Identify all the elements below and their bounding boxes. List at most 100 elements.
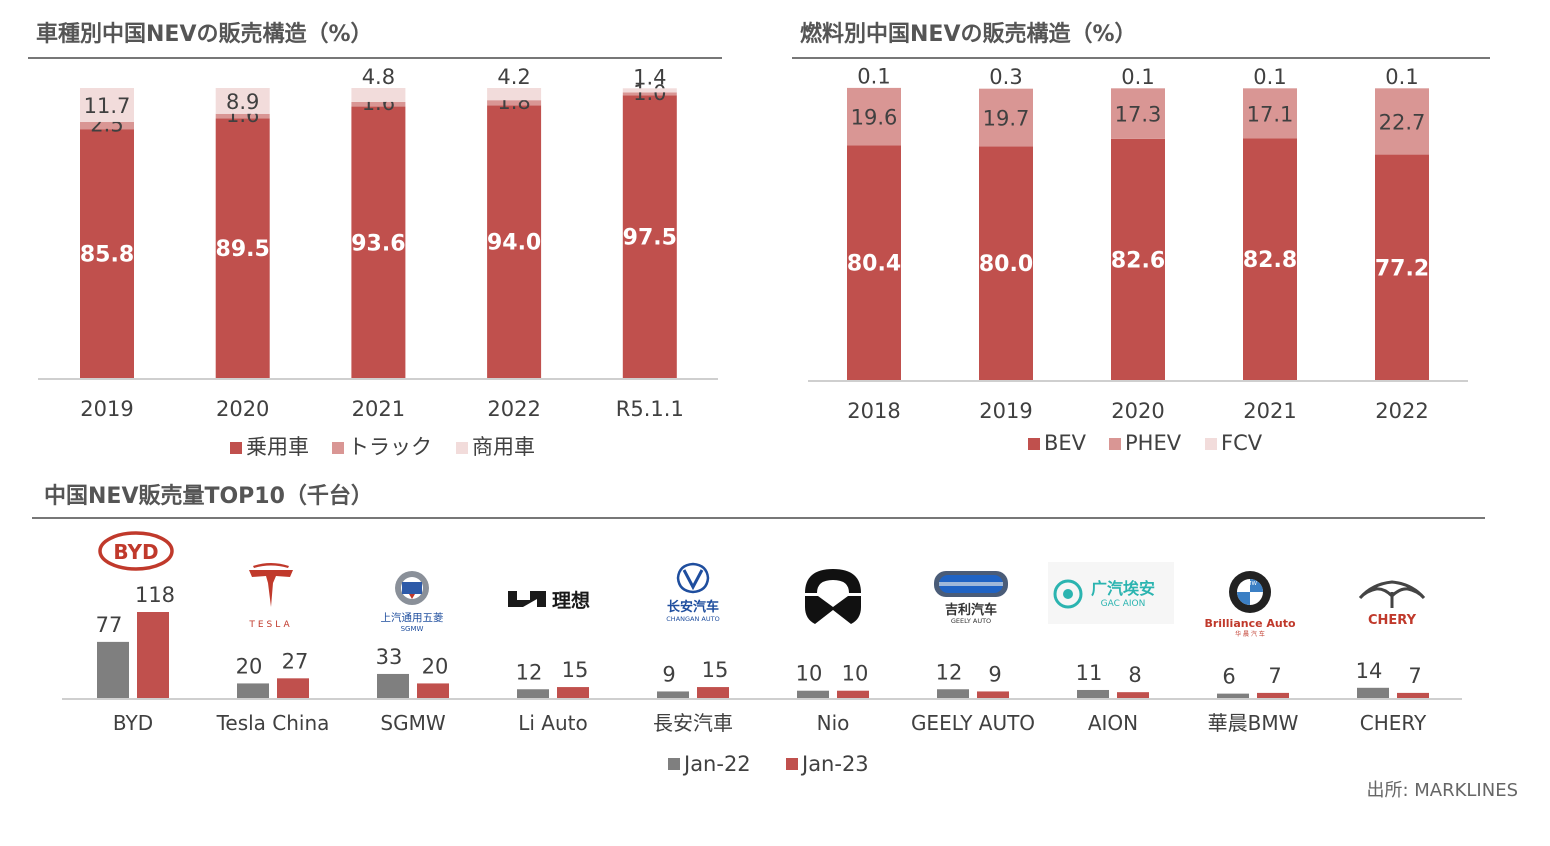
chart2-bar-PHEV-2019 (979, 88, 1033, 147)
chart3-legend-swatch-Jan-22 (668, 758, 680, 770)
chart3-bar-Jan-23-GEELY AUTO (977, 691, 1009, 698)
chart1-xtick-R5.1.1: R5.1.1 (616, 397, 684, 421)
chart1-bar-商用車-R5.1.1 (622, 88, 677, 93)
chart1-label-トラック-R5.1.1: 1.0 (633, 81, 666, 105)
chart3-label-Jan-22-SGMW: 33 (376, 645, 403, 669)
chart3-legend-label-Jan-23: Jan-23 (800, 752, 869, 776)
chart1-label-乗用車-2020: 89.5 (216, 237, 270, 262)
chart3-xtick-Li Auto: Li Auto (518, 711, 588, 735)
chart2-title: 燃料別中国NEVの販売構造（%） (800, 22, 1137, 47)
chart1-label-乗用車-R5.1.1: 97.5 (623, 226, 677, 251)
chart1-bar-商用車-2020 (215, 88, 270, 114)
chart2-label-BEV-2019: 80.0 (979, 252, 1033, 277)
chart3-label-Jan-22-Nio: 10 (796, 662, 823, 686)
chart3-label-Jan-22-Li Auto: 12 (516, 660, 543, 684)
chart1-label-商用車-2022: 4.2 (497, 65, 530, 89)
chart3-label-Jan-22-GEELY AUTO: 12 (936, 660, 963, 684)
chart1-legend-swatch-トラック (332, 442, 344, 454)
chart1-bar-トラック-R5.1.1 (622, 92, 677, 96)
chart3-title-rule (32, 517, 1485, 519)
chart3-title: 中国NEV販売量TOP10（千台） (44, 484, 373, 509)
chart1-bar-トラック-2019 (80, 121, 134, 130)
chart3-bar-Jan-22-Nio (797, 690, 829, 698)
chart3-xtick-Tesla China: Tesla China (216, 711, 330, 735)
chart3-label-Jan-23-Li Auto: 15 (562, 658, 589, 682)
chart3-bar-Jan-22-GEELY AUTO (937, 689, 969, 698)
chart1-bar-トラック-2020 (215, 113, 270, 119)
chart3-xtick-長安汽車: 長安汽車 (653, 711, 733, 735)
chart2-label-BEV-2022: 77.2 (1375, 256, 1429, 281)
chart3-bar-Jan-22-CHERY (1357, 687, 1389, 698)
chart2-bar-BEV-2019 (979, 146, 1033, 380)
chart3-bar-Jan-23-Li Auto (557, 687, 589, 698)
chart1-bar-乗用車-2020 (215, 118, 270, 378)
chart1-bar-商用車-2021 (351, 88, 406, 102)
chart1-legend-label-乗用車: 乗用車 (246, 435, 309, 459)
chart3-bar-Jan-22-華晨BMW (1217, 693, 1249, 698)
chart2-xtick-2019: 2019 (979, 399, 1032, 423)
chart3-label-Jan-22-CHERY: 14 (1356, 659, 1383, 683)
chart3-label-Jan-23-華晨BMW: 7 (1268, 664, 1281, 688)
chart2-xtick-2020: 2020 (1111, 399, 1164, 423)
chart3-label-Jan-22-AION: 11 (1076, 661, 1103, 685)
chart2-label-BEV-2021: 82.8 (1243, 248, 1297, 273)
chart1-bar-トラック-2021 (351, 101, 406, 107)
chart3-bar-Jan-23-長安汽車 (697, 687, 729, 698)
chart3-bar-Jan-22-AION (1077, 689, 1109, 698)
chart3-label-Jan-23-SGMW: 20 (422, 654, 449, 678)
chart3-xtick-SGMW: SGMW (380, 711, 445, 735)
chart1-xtick-2020: 2020 (216, 397, 269, 421)
chart3-legend-swatch-Jan-23 (786, 758, 798, 770)
chart3-xtick-AION: AION (1088, 711, 1138, 735)
chart2-bar-PHEV-2018 (847, 88, 901, 146)
chart2-label-PHEV-2021: 17.1 (1247, 102, 1294, 126)
chart3-bar-Jan-23-華晨BMW (1257, 692, 1289, 698)
chart3-bar-Jan-23-CHERY (1397, 692, 1429, 698)
chart1-legend-label-トラック: トラック (348, 435, 432, 459)
chart1-bar-乗用車-2019 (80, 129, 134, 378)
chart2-label-BEV-2020: 82.6 (1111, 248, 1165, 273)
chart3-label-Jan-22-Tesla China: 20 (236, 654, 263, 678)
chart3-label-Jan-23-BYD: 118 (135, 583, 175, 607)
chart2-bar-BEV-2018 (847, 145, 901, 380)
chart1-label-乗用車-2019: 85.8 (80, 243, 134, 268)
chart2-legend-label-FCV: FCV (1221, 431, 1263, 455)
chart3-label-Jan-23-AION: 8 (1128, 663, 1141, 687)
chart3-bar-Jan-23-SGMW (417, 683, 449, 698)
chart1-title-rule (28, 57, 722, 59)
chart2-label-PHEV-2018: 19.6 (851, 106, 898, 130)
chart2-label-FCV-2020: 0.1 (1121, 65, 1154, 89)
chart1-xtick-2021: 2021 (352, 397, 405, 421)
source-note: 出所: MARKLINES (1366, 780, 1518, 801)
chart3-bar-Jan-22-BYD (97, 641, 129, 698)
chart3-label-Jan-23-Nio: 10 (842, 662, 869, 686)
chart2-label-FCV-2019: 0.3 (989, 65, 1022, 89)
chart2-legend-swatch-PHEV (1109, 438, 1121, 450)
chart3-bar-Jan-22-長安汽車 (657, 691, 689, 698)
chart2-label-PHEV-2019: 19.7 (983, 107, 1030, 131)
chart1-bar-商用車-2022 (487, 88, 542, 101)
chart3-label-Jan-22-華晨BMW: 6 (1222, 665, 1235, 689)
chart3-xtick-華晨BMW: 華晨BMW (1208, 711, 1299, 735)
chart3-label-Jan-23-Tesla China: 27 (282, 649, 309, 673)
chart3-xtick-BYD: BYD (113, 711, 153, 735)
chart3-legend-label-Jan-22: Jan-22 (682, 752, 751, 776)
chart1-bar-乗用車-2021 (351, 106, 406, 378)
chart1-bar-乗用車-R5.1.1 (622, 95, 677, 378)
chart3-label-Jan-23-長安汽車: 15 (702, 658, 729, 682)
chart2-bar-PHEV-2020 (1111, 88, 1165, 139)
chart3-label-Jan-23-CHERY: 7 (1408, 664, 1421, 688)
chart1-title: 車種別中国NEVの販売構造（%） (36, 22, 373, 47)
chart2-label-PHEV-2022: 22.7 (1379, 110, 1426, 134)
chart1-bar-乗用車-2022 (487, 105, 542, 379)
chart3-bar-Jan-22-Li Auto (517, 689, 549, 698)
chart1-legend-label-商用車: 商用車 (472, 435, 535, 459)
chart2-bar-PHEV-2021 (1243, 88, 1297, 139)
chart3-bar-Jan-23-AION (1117, 692, 1149, 698)
chart2-label-PHEV-2020: 17.3 (1115, 103, 1162, 127)
chart1-label-商用車-2021: 4.8 (362, 65, 395, 89)
chart1-label-乗用車-2022: 94.0 (487, 231, 541, 256)
chart2-bar-FCV-2019 (979, 88, 1033, 89)
chart2-label-BEV-2018: 80.4 (847, 252, 901, 277)
